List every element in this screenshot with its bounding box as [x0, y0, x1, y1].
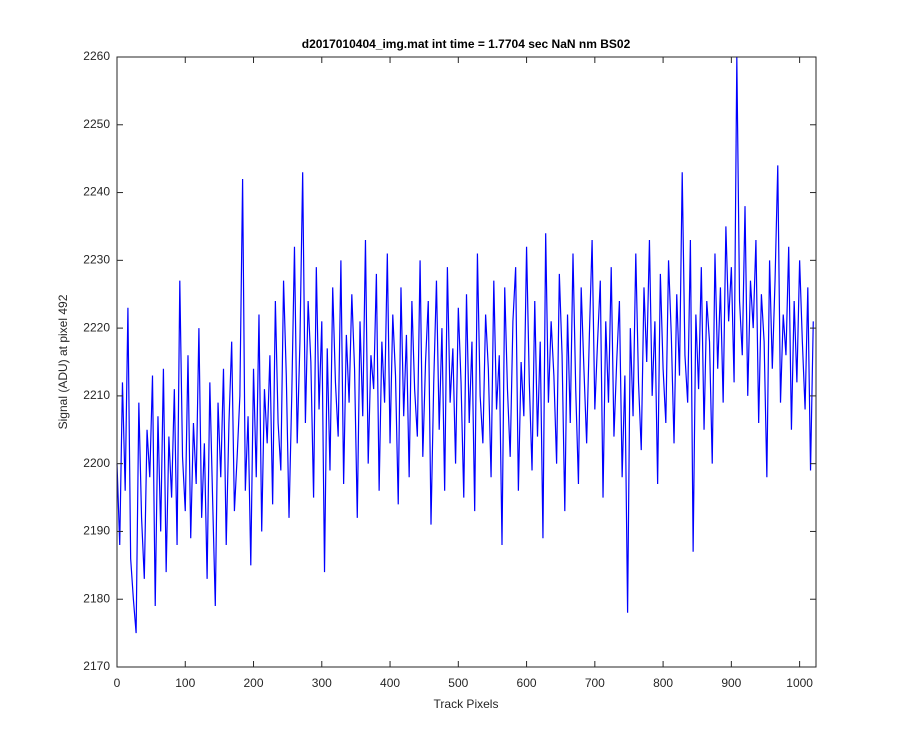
y-tick-label: 2250 [83, 117, 110, 131]
y-tick-label: 2180 [83, 591, 110, 605]
y-tick-label: 2200 [83, 456, 110, 470]
x-tick-label: 300 [312, 676, 332, 690]
y-tick-label: 2210 [83, 388, 110, 402]
y-tick-label: 2240 [83, 185, 110, 199]
x-tick-label: 900 [721, 676, 741, 690]
y-tick-label: 2220 [83, 320, 110, 334]
data-line [116, 56, 814, 634]
y-tick-label: 2190 [83, 524, 110, 538]
plot-area [117, 57, 816, 667]
x-tick-label: 0 [114, 676, 121, 690]
x-axis-label: Track Pixels [434, 697, 499, 711]
y-axis-label: Signal (ADU) at pixel 492 [56, 294, 70, 429]
x-tick-label: 500 [448, 676, 468, 690]
y-tick-label: 2170 [83, 659, 110, 673]
x-tick-label: 100 [175, 676, 195, 690]
y-tick-label: 2230 [83, 253, 110, 267]
x-tick-label: 800 [653, 676, 673, 690]
x-tick-label: 200 [244, 676, 264, 690]
y-tick-label: 2260 [83, 49, 110, 63]
chart-title: d2017010404_img.mat int time = 1.7704 se… [302, 37, 631, 51]
x-tick-label: 1000 [786, 676, 813, 690]
x-tick-label: 400 [380, 676, 400, 690]
plot-layer [116, 56, 814, 634]
x-tick-label: 600 [517, 676, 537, 690]
x-tick-label: 700 [585, 676, 605, 690]
axes-box [116, 56, 817, 668]
